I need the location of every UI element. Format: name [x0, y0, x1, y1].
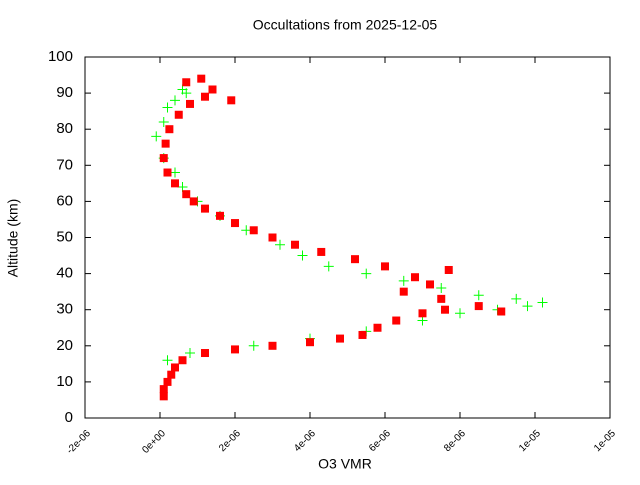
x-tick-label: -2e-06 — [65, 428, 94, 457]
point — [358, 330, 367, 339]
point — [201, 349, 209, 358]
point — [185, 348, 195, 359]
point — [522, 301, 533, 312]
point — [392, 316, 401, 325]
point — [178, 356, 187, 365]
y-tick-label: 60 — [56, 192, 73, 209]
plot-frame — [84, 56, 611, 419]
point — [437, 294, 446, 303]
point — [373, 323, 382, 332]
point — [426, 280, 434, 289]
point — [473, 290, 484, 301]
point — [201, 92, 209, 101]
x-tick-label: 0e+00 — [140, 428, 168, 456]
y-tick-label: 90 — [56, 84, 73, 101]
point — [189, 197, 198, 206]
points — [151, 74, 548, 401]
y-axis-label: Altitude (km) — [5, 199, 21, 278]
point — [336, 334, 344, 343]
point — [158, 116, 169, 127]
point — [398, 275, 409, 286]
point — [297, 250, 308, 261]
point — [436, 283, 447, 294]
x-axis-label: O3 VMR — [318, 456, 372, 472]
point — [182, 78, 191, 87]
point — [208, 85, 217, 94]
y-tick-label: 10 — [56, 373, 73, 390]
y-tick-label: 50 — [56, 228, 73, 245]
point — [444, 265, 453, 274]
point — [268, 341, 277, 350]
point — [170, 167, 180, 178]
point — [361, 268, 372, 279]
x-tick-label: 4e-06 — [292, 428, 318, 454]
point — [159, 392, 168, 401]
point — [275, 239, 285, 250]
point — [162, 355, 173, 366]
point — [182, 190, 191, 199]
point — [170, 95, 180, 106]
point — [231, 219, 239, 228]
point — [268, 233, 277, 242]
point — [159, 385, 168, 394]
point — [323, 261, 334, 272]
point — [163, 377, 172, 386]
y-tick-label: 0 — [65, 409, 73, 426]
point — [537, 297, 548, 308]
point — [197, 74, 206, 83]
x-tick-label: 6e-06 — [367, 428, 393, 454]
point — [381, 262, 389, 271]
point — [411, 273, 419, 282]
point — [291, 240, 299, 249]
y-tick-label: 80 — [56, 120, 73, 137]
y-tick-label: 40 — [56, 265, 73, 282]
chart-title: Occultations from 2025-12-05 — [253, 17, 438, 33]
point — [161, 139, 170, 148]
y-tick-label: 100 — [48, 48, 73, 65]
point — [497, 307, 506, 316]
point — [162, 102, 173, 113]
point — [249, 226, 258, 235]
y-tick-label: 70 — [56, 156, 73, 173]
x-tick-label: 1e-05 — [517, 428, 543, 454]
point — [151, 131, 162, 142]
point — [216, 211, 224, 220]
point — [171, 179, 179, 188]
y-tick-label: 30 — [56, 301, 73, 318]
point — [227, 96, 236, 105]
point — [241, 225, 252, 236]
point — [351, 255, 359, 264]
point — [399, 287, 408, 296]
point — [306, 338, 314, 347]
y-tick-label: 20 — [56, 337, 73, 354]
point — [171, 363, 179, 372]
point — [317, 247, 326, 256]
x-tick-label: 8e-06 — [442, 428, 468, 454]
x-tick-label: 2e-06 — [217, 428, 243, 454]
x-tick-label: 1e-05 — [592, 428, 618, 454]
point — [163, 168, 172, 177]
point — [248, 340, 259, 351]
point — [174, 110, 183, 119]
point — [201, 204, 209, 213]
point — [455, 308, 465, 319]
point — [186, 99, 194, 108]
point — [441, 305, 449, 314]
point — [159, 154, 168, 163]
point — [167, 370, 176, 379]
point — [418, 309, 427, 318]
point — [474, 302, 483, 311]
point — [511, 293, 522, 304]
point — [231, 345, 239, 354]
point — [165, 125, 174, 134]
